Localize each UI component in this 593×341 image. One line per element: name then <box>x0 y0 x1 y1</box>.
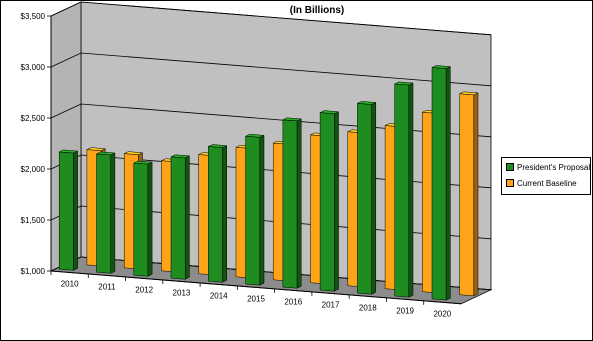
chart-title: (In Billions) <box>290 5 344 16</box>
bar-side <box>222 145 227 283</box>
bar-front <box>319 112 335 292</box>
bar-presidents-proposal-2013 <box>170 154 191 280</box>
bar-top <box>281 117 303 122</box>
legend-swatch-current-baseline <box>506 179 514 187</box>
legend-label-current-baseline: Current Baseline <box>517 178 577 188</box>
axis-labels: $1,000 $1,500 $2,000 $2,500 $3,000 $3,500 2010… <box>21 12 452 318</box>
bar-front <box>431 67 447 301</box>
bar-top <box>458 91 479 96</box>
bar-side <box>371 102 377 295</box>
bar-top <box>95 151 116 156</box>
bar-side <box>408 82 414 298</box>
gridline <box>50 52 492 87</box>
x-tick-label: 2016 <box>284 297 302 306</box>
bar-presidents-proposal-2011 <box>95 151 116 274</box>
bar-presidents-proposal-2018 <box>356 101 377 295</box>
bar-presidents-proposal-2010 <box>58 149 79 271</box>
x-tick-label: 2017 <box>322 300 340 309</box>
bar-side <box>184 155 190 280</box>
legend-swatch-presidents-proposal <box>506 163 514 171</box>
bar-top <box>319 110 340 114</box>
bar-presidents-proposal-2012 <box>132 160 154 277</box>
bar-presidents-proposal-2017 <box>319 110 340 292</box>
x-tick-label: 2011 <box>98 282 116 291</box>
bar-front <box>394 83 410 298</box>
bar-top <box>85 147 107 151</box>
legend-label-presidents-proposal: President's Proposal <box>517 162 591 172</box>
x-tick-label: 2014 <box>210 291 228 300</box>
y-tick-label: $1,500 <box>21 216 46 225</box>
legend: President's Proposal Current Baseline <box>501 157 591 195</box>
bar-presidents-proposal-2014 <box>207 144 228 283</box>
bar-top <box>170 154 191 159</box>
y-tick-label: $2,500 <box>21 114 46 123</box>
bar-front <box>96 153 111 274</box>
x-tick-label: 2020 <box>433 309 451 318</box>
y-tick-label: $2,000 <box>21 165 46 174</box>
x-tick-label: 2019 <box>396 306 414 315</box>
bar-side <box>334 111 339 292</box>
bar-top <box>356 101 377 105</box>
bars <box>58 65 479 301</box>
bar-presidents-proposal-2015 <box>244 133 265 286</box>
bar-side <box>296 118 302 289</box>
bar-front <box>282 119 298 289</box>
bar-side <box>110 152 116 274</box>
bar-front <box>208 146 223 283</box>
bar-presidents-proposal-2016 <box>281 117 303 289</box>
x-tick-label: 2010 <box>61 279 79 288</box>
x-tick-label: 2018 <box>359 303 377 312</box>
bar-side <box>445 66 451 301</box>
x-tick-label: 2013 <box>173 288 191 297</box>
bar-front <box>459 93 475 297</box>
y-tick-label: $3,000 <box>21 63 46 72</box>
bar-side <box>147 161 153 277</box>
x-tick-label: 2015 <box>247 294 265 303</box>
bar-front <box>58 151 74 271</box>
bar-top <box>132 160 154 165</box>
bar-top <box>393 81 414 86</box>
legend-entry-current-baseline: Current Baseline <box>506 177 577 189</box>
x-axis <box>50 270 462 305</box>
gridline <box>50 1 492 36</box>
axes <box>47 15 462 305</box>
bar-side <box>259 135 265 286</box>
bar-top <box>244 133 265 138</box>
bar-front <box>245 135 261 286</box>
bar-front <box>357 103 372 295</box>
bar-side <box>73 150 78 271</box>
bar-top <box>431 65 452 69</box>
y-tick-label: $1,000 <box>21 267 46 276</box>
y-tick-label: $3,500 <box>21 12 46 21</box>
bar-top <box>123 151 144 155</box>
bar-front <box>170 156 186 280</box>
legend-entry-presidents-proposal: President's Proposal <box>506 161 590 173</box>
bar-side <box>473 92 479 297</box>
bar-front <box>133 162 149 277</box>
bar-presidents-proposal-2020 <box>431 65 452 301</box>
bar-top <box>58 149 79 154</box>
bar-presidents-proposal-2019 <box>393 81 414 298</box>
x-tick-label: 2012 <box>135 285 153 294</box>
gridline <box>50 103 492 138</box>
bar-current-baseline-2020 <box>458 91 479 297</box>
bar-top <box>207 144 228 148</box>
